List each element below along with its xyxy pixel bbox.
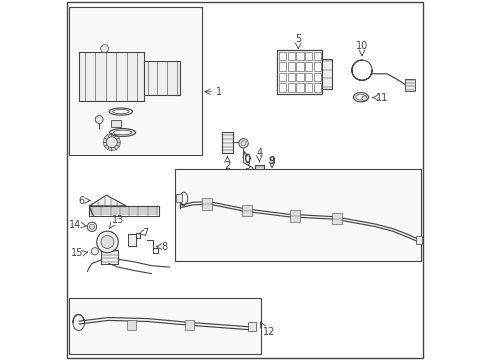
Polygon shape (112, 142, 119, 150)
Text: 15: 15 (71, 248, 83, 258)
Text: 3: 3 (244, 161, 250, 171)
Circle shape (90, 224, 95, 229)
Polygon shape (104, 142, 112, 150)
Bar (279, 62, 286, 71)
Bar (296, 52, 304, 60)
Polygon shape (128, 233, 140, 246)
Bar (221, 132, 233, 153)
Ellipse shape (109, 108, 132, 115)
Bar (288, 52, 295, 60)
Circle shape (241, 141, 246, 146)
Bar (288, 83, 295, 92)
Text: 11: 11 (376, 93, 389, 103)
Bar (279, 52, 286, 60)
Text: 13: 13 (112, 215, 124, 225)
Ellipse shape (113, 109, 129, 114)
Ellipse shape (113, 130, 132, 135)
Polygon shape (107, 142, 112, 151)
Bar (288, 73, 295, 81)
Bar (79, 52, 144, 101)
Polygon shape (103, 138, 112, 142)
Circle shape (91, 248, 98, 255)
Circle shape (100, 45, 109, 53)
Bar (314, 62, 321, 71)
Text: 5: 5 (295, 33, 301, 44)
Text: 7: 7 (143, 228, 148, 238)
Text: 4: 4 (256, 148, 263, 158)
Polygon shape (112, 135, 119, 142)
Bar (127, 320, 136, 330)
Bar (242, 205, 252, 216)
Polygon shape (90, 195, 126, 206)
Bar (175, 194, 182, 202)
Polygon shape (107, 134, 112, 142)
Text: 14: 14 (69, 220, 81, 230)
Bar (305, 83, 312, 92)
Bar (296, 83, 304, 92)
Bar (69, 298, 261, 354)
Text: 6: 6 (78, 195, 84, 206)
Circle shape (106, 137, 117, 148)
Bar (314, 83, 321, 92)
Bar (185, 320, 194, 330)
Circle shape (101, 235, 114, 248)
Text: 12: 12 (263, 327, 275, 337)
Bar (322, 59, 333, 89)
Polygon shape (103, 142, 112, 147)
Bar (101, 250, 118, 264)
Bar (416, 236, 422, 244)
Bar (305, 73, 312, 81)
Circle shape (95, 116, 103, 123)
Bar (296, 73, 304, 81)
Bar (279, 83, 286, 92)
Text: 9: 9 (269, 156, 275, 166)
Polygon shape (112, 142, 116, 151)
Text: 10: 10 (356, 41, 368, 51)
Bar (175, 169, 421, 261)
Bar (296, 62, 304, 71)
Bar (291, 210, 300, 222)
Bar (255, 165, 264, 179)
Polygon shape (112, 138, 121, 142)
Circle shape (87, 222, 97, 231)
Polygon shape (112, 142, 121, 147)
Text: 8: 8 (162, 242, 168, 252)
Bar (332, 213, 342, 224)
Polygon shape (104, 135, 112, 142)
Bar (279, 73, 286, 81)
Bar (314, 52, 321, 60)
Bar (288, 62, 295, 71)
Circle shape (239, 139, 248, 148)
Ellipse shape (110, 129, 136, 136)
Circle shape (362, 96, 367, 101)
Bar (277, 50, 322, 94)
Bar (144, 61, 180, 95)
Bar (405, 79, 416, 91)
Polygon shape (112, 134, 116, 142)
Bar (248, 322, 256, 331)
Circle shape (97, 231, 118, 253)
Bar (314, 73, 321, 81)
Text: 1: 1 (216, 87, 222, 97)
Bar (69, 7, 202, 155)
Text: 2: 2 (224, 161, 230, 171)
Bar (111, 120, 121, 127)
Bar (305, 62, 312, 71)
Bar (305, 52, 312, 60)
Bar (202, 198, 212, 210)
